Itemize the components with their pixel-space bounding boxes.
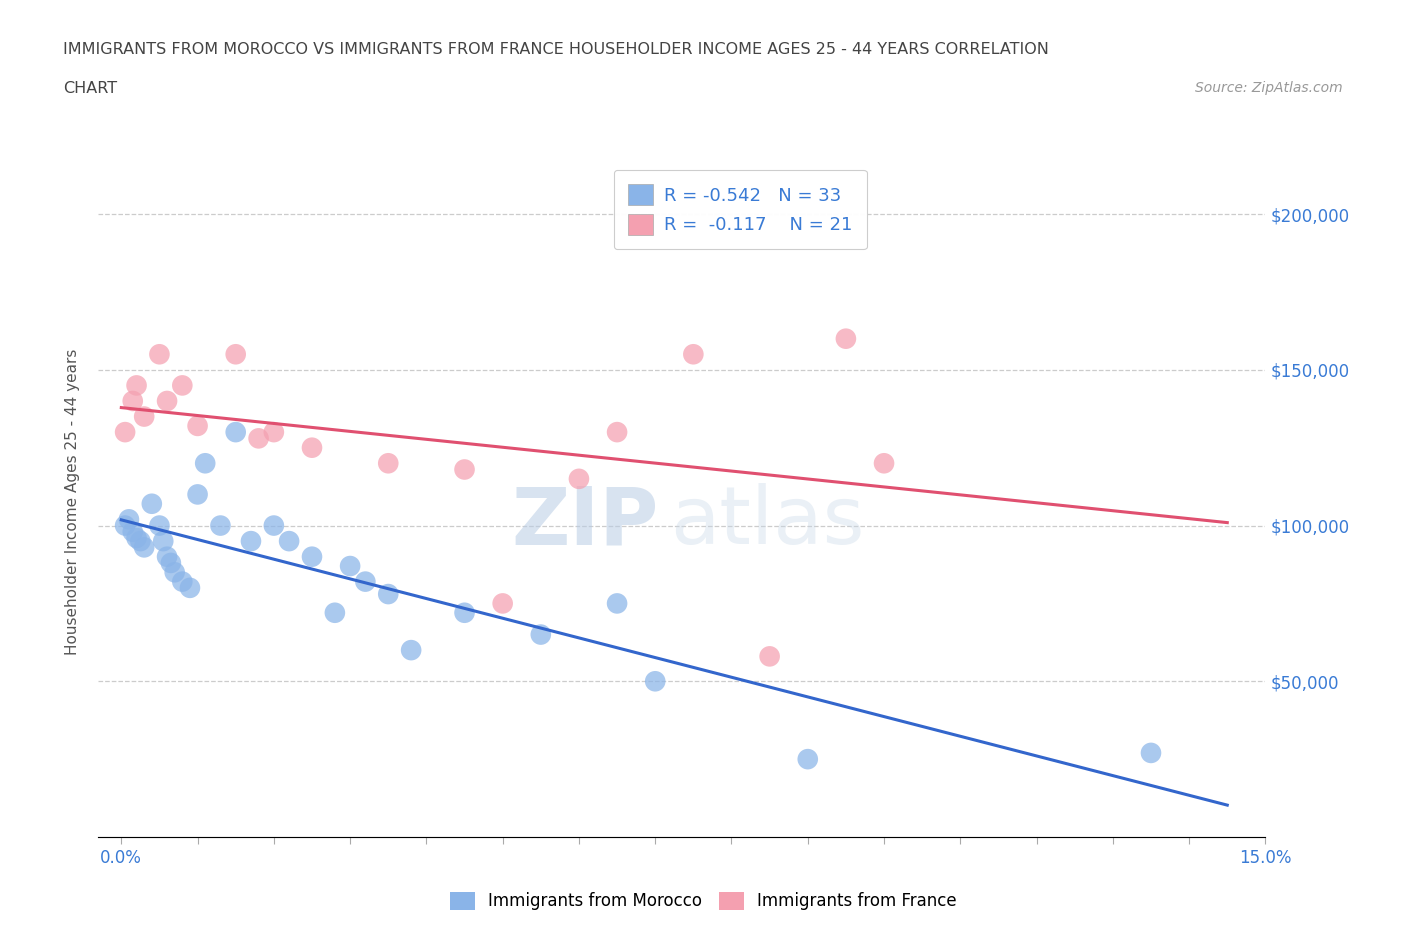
Point <box>148 347 170 362</box>
Point <box>163 565 186 579</box>
Point <box>263 518 285 533</box>
Point <box>172 574 194 589</box>
Point <box>644 674 666 689</box>
Point <box>682 347 704 362</box>
Point <box>797 751 820 766</box>
Point <box>179 580 201 595</box>
Text: CHART: CHART <box>63 81 117 96</box>
Point <box>148 518 170 533</box>
Point <box>114 425 136 440</box>
Text: ZIP: ZIP <box>512 484 658 562</box>
Point <box>194 456 217 471</box>
Point <box>121 525 143 539</box>
Point <box>339 559 361 574</box>
Point <box>453 605 475 620</box>
Point <box>263 425 285 440</box>
Point <box>156 550 179 565</box>
Point <box>377 456 399 471</box>
Point <box>125 378 148 392</box>
Point <box>134 540 156 555</box>
Point <box>239 534 262 549</box>
Point <box>873 456 896 471</box>
Point <box>354 574 377 589</box>
Point <box>492 596 515 611</box>
Point <box>301 440 323 455</box>
Point <box>114 518 136 533</box>
Point <box>118 512 141 526</box>
Point <box>247 431 270 445</box>
Point <box>835 331 858 346</box>
Point <box>323 605 346 620</box>
Legend: Immigrants from Morocco, Immigrants from France: Immigrants from Morocco, Immigrants from… <box>443 885 963 917</box>
Point <box>187 418 209 433</box>
Point <box>301 550 323 565</box>
Point <box>172 378 194 392</box>
Point <box>606 596 628 611</box>
Y-axis label: Householder Income Ages 25 - 44 years: Householder Income Ages 25 - 44 years <box>65 349 80 656</box>
Point <box>453 462 475 477</box>
Point <box>399 643 422 658</box>
Point <box>278 534 301 549</box>
Point <box>160 555 183 570</box>
Point <box>125 531 148 546</box>
Point <box>377 587 399 602</box>
Point <box>530 627 553 642</box>
Point <box>606 425 628 440</box>
Point <box>568 472 591 486</box>
Point <box>134 409 156 424</box>
Point <box>152 534 174 549</box>
Point <box>129 534 152 549</box>
Point <box>187 487 209 502</box>
Point <box>1140 746 1163 761</box>
Text: atlas: atlas <box>671 484 865 562</box>
Point <box>225 425 247 440</box>
Text: Source: ZipAtlas.com: Source: ZipAtlas.com <box>1195 81 1343 95</box>
Legend: R = -0.542   N = 33, R =  -0.117    N = 21: R = -0.542 N = 33, R = -0.117 N = 21 <box>613 170 868 249</box>
Point <box>141 497 163 512</box>
Point <box>758 649 780 664</box>
Point <box>156 393 179 408</box>
Point <box>225 347 247 362</box>
Point <box>209 518 232 533</box>
Text: IMMIGRANTS FROM MOROCCO VS IMMIGRANTS FROM FRANCE HOUSEHOLDER INCOME AGES 25 - 4: IMMIGRANTS FROM MOROCCO VS IMMIGRANTS FR… <box>63 42 1049 57</box>
Point <box>121 393 143 408</box>
